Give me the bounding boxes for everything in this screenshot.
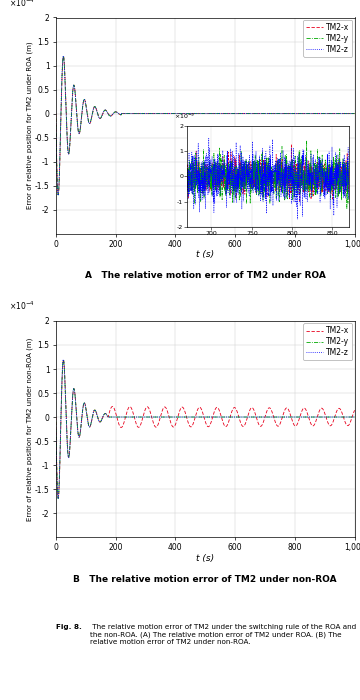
Text: $\times10^{-4}$: $\times10^{-4}$ xyxy=(9,300,35,312)
Text: $\times10^{-4}$: $\times10^{-4}$ xyxy=(9,0,35,9)
Y-axis label: Error of relative position for TM2 under non-ROA (m): Error of relative position for TM2 under… xyxy=(26,337,33,521)
Legend: TM2-x, TM2-y, TM2-z: TM2-x, TM2-y, TM2-z xyxy=(303,323,352,360)
X-axis label: t (s): t (s) xyxy=(196,250,214,259)
Text: B   The relative motion error of TM2 under non-ROA: B The relative motion error of TM2 under… xyxy=(73,575,337,584)
Text: The relative motion error of TM2 under the switching rule of the ROA and the non: The relative motion error of TM2 under t… xyxy=(90,624,356,645)
Y-axis label: Error of relative position for TM2 under ROA (m): Error of relative position for TM2 under… xyxy=(26,42,33,209)
Text: Fig. 8.: Fig. 8. xyxy=(56,624,82,631)
Text: A   The relative motion error of TM2 under ROA: A The relative motion error of TM2 under… xyxy=(85,272,326,281)
Legend: TM2-x, TM2-y, TM2-z: TM2-x, TM2-y, TM2-z xyxy=(303,20,352,57)
X-axis label: t (s): t (s) xyxy=(196,554,214,563)
